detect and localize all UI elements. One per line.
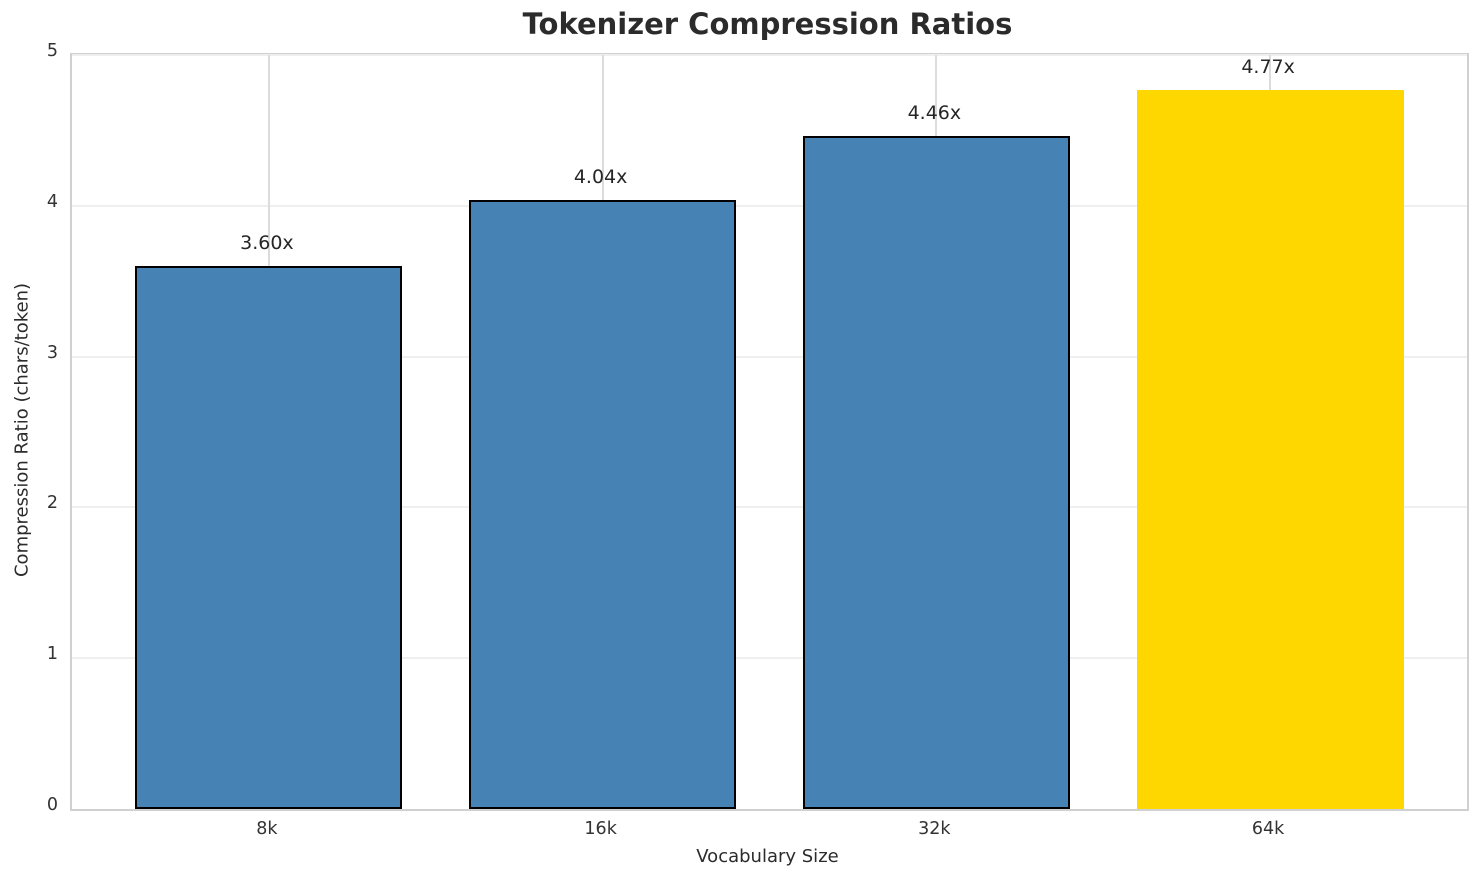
y-axis-label: Compression Ratio (chars/token)	[11, 282, 33, 578]
bar-value-label: 4.46x	[907, 102, 962, 125]
gridline-horizontal	[72, 204, 1467, 207]
y-tick-label: 2	[46, 493, 58, 514]
x-tick-label: 8k	[256, 819, 278, 839]
plot-area	[70, 53, 1469, 811]
x-tick-label: 32k	[918, 819, 951, 839]
gridline-horizontal	[72, 54, 1467, 56]
bar-value-label: 4.77x	[1241, 55, 1295, 78]
x-axis-label: Vocabulary Size	[696, 846, 839, 867]
bar-value-label: 4.04x	[573, 165, 628, 188]
chart-title: Tokenizer Compression Ratios	[522, 7, 1013, 41]
y-tick-label: 3	[46, 342, 58, 363]
y-tick-label: 1	[46, 644, 58, 665]
x-tick-label: 64k	[1251, 819, 1285, 839]
y-tick-label: 4	[46, 191, 58, 212]
bar-16k	[469, 199, 737, 809]
bar-8k	[135, 266, 403, 809]
y-tick-label: 5	[46, 41, 58, 61]
gridline-horizontal	[72, 506, 1467, 509]
gridline-horizontal	[72, 355, 1467, 358]
y-tick-label: 0	[46, 795, 58, 815]
bar-value-label: 3.60x	[240, 232, 294, 255]
gridline-horizontal	[72, 657, 1467, 660]
bar-64k	[1136, 89, 1404, 809]
x-tick-label: 16k	[584, 819, 617, 839]
bar-32k	[802, 136, 1070, 809]
